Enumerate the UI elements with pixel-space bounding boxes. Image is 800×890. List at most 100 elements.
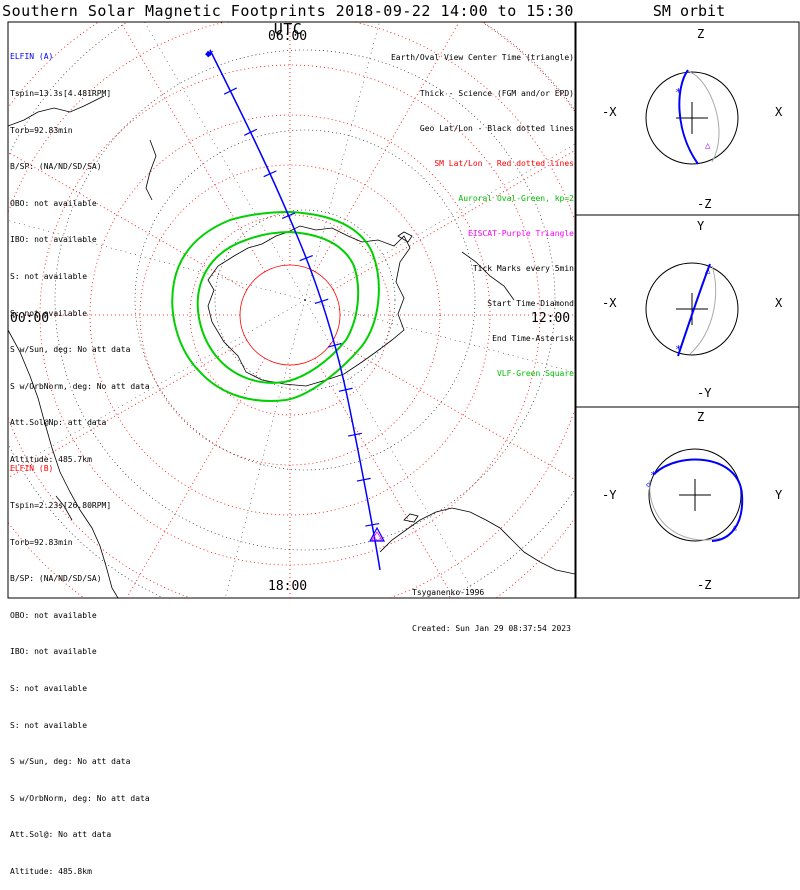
orbit-blue xyxy=(653,458,744,542)
credits: Tsyganenko-1996 Created: Sun Jan 29 08:3… xyxy=(412,563,571,647)
legend-item: End Time-Asterisk xyxy=(492,334,574,344)
spacecraft-a-info: ELFIN (A) Tspin=13.3s[4.481RPM] Torb=92.… xyxy=(10,27,150,478)
orbit-panel-xy: △ * Y -Y -X X xyxy=(602,219,783,400)
orbit-gray xyxy=(689,71,720,163)
spacecraft-a-line: Altitude: 485.7km xyxy=(10,454,92,464)
map-frame xyxy=(7,21,576,599)
legend-item: Geo Lat/Lon - Black dotted lines xyxy=(419,123,574,133)
earth-circle xyxy=(645,71,739,165)
legend-item: Thick - Science (FGM and/or EPD) xyxy=(419,88,574,98)
coastline-africa xyxy=(8,95,157,201)
legend-item: EISCAT-Purple Triangle xyxy=(468,228,574,238)
orbit-panel-yz: * ◇ △ Z -Z -Y Y xyxy=(602,410,783,592)
created-timestamp: Created: Sun Jan 29 08:37:54 2023 xyxy=(412,624,571,633)
end-asterisk-marker: * xyxy=(206,48,214,64)
tick-mark xyxy=(281,212,296,220)
legend-item: SM Lat/Lon - Red dotted lines xyxy=(434,158,574,168)
legend-item: Tick Marks every 5min xyxy=(472,263,574,273)
spacecraft-a-line: S: not available xyxy=(10,308,88,318)
axis-label-top: Z xyxy=(697,27,704,41)
mlt-label-top: 06:00 xyxy=(268,29,307,44)
tick-mark xyxy=(299,255,313,262)
model-label: Tsyganenko-1996 xyxy=(412,588,485,597)
spacecraft-a-line: Att.Sol@Np: att data xyxy=(10,418,107,428)
spacecraft-b-line: S w/OrbNorm, deg: No att data xyxy=(10,793,150,803)
spacecraft-b-name: ELFIN (B) xyxy=(10,464,54,474)
orbit-panel-xy-frame xyxy=(575,214,800,408)
footprint-line xyxy=(209,49,381,571)
tick-mark xyxy=(314,298,329,305)
orbit-triangle: △ xyxy=(732,523,737,532)
spacecraft-b-line: B/SP: (NA/ND/SD/SA) xyxy=(10,574,102,584)
axis-label-right: X xyxy=(775,105,783,119)
spacecraft-a-line: S w/OrbNorm, deg: No att data xyxy=(10,381,150,391)
start-diamond-marker: ◆ xyxy=(205,47,212,60)
orbit-panel-yz-frame xyxy=(575,406,800,599)
orbit-start-asterisk: * xyxy=(675,343,682,356)
sm-lat-ring xyxy=(239,264,341,366)
earth-circle xyxy=(645,262,739,356)
orbit-panel-xz: * △ Z -Z -X X xyxy=(602,27,783,211)
footprint-track-elfin-a: ◆ * xyxy=(205,47,386,571)
tick-mark xyxy=(338,387,353,392)
orbit-triangle: △ xyxy=(705,266,711,276)
view-center-triangle xyxy=(368,526,386,542)
spacecraft-a-line: S w/Sun, deg: No att data xyxy=(10,345,131,355)
mlt-label-right: 12:00 xyxy=(531,311,570,326)
tick-mark xyxy=(365,522,380,527)
auroral-oval-outer xyxy=(171,210,380,402)
spacecraft-a-line: Tspin=13.3s[4.481RPM] xyxy=(10,89,112,98)
orbit-gray xyxy=(689,265,717,355)
spacecraft-b-line: S w/Sun, deg: No att data xyxy=(10,757,131,767)
legend: Earth/Oval View Center Time (triangle) T… xyxy=(391,29,574,392)
spacecraft-a-name: ELFIN (A) xyxy=(10,52,54,62)
orbit-blue xyxy=(677,263,711,357)
geo-lat-ring xyxy=(214,209,396,391)
spacecraft-a-line: IBO: not available xyxy=(10,235,97,245)
mlt-label-left: 00:00 xyxy=(10,311,49,326)
geo-lat-ring xyxy=(134,129,476,471)
axis-label-top: Z xyxy=(697,410,704,424)
geo-lat-lon-grid xyxy=(8,22,575,598)
legend-item: Earth/Oval View Center Time (triangle) xyxy=(390,53,574,63)
spacecraft-b-line: Torb=92.83min xyxy=(10,537,73,547)
geo-meridian xyxy=(304,22,380,301)
auroral-oval-inner xyxy=(196,230,360,384)
spacecraft-b-info: ELFIN (B) Tspin=2.23s[26.80RPM] Torb=92.… xyxy=(10,439,150,890)
plot-canvas: ◆ * 06:00 00:00 12:00 18:00 * △ Z -Z -X … xyxy=(7,21,800,599)
orbit-panel-title: SM orbit xyxy=(652,2,726,20)
axis-label-left: -Y xyxy=(602,488,617,502)
orbit-gray xyxy=(649,479,721,541)
legend-item: VLF-Green Square xyxy=(496,369,574,379)
geo-meridian xyxy=(8,220,306,301)
tick-mark xyxy=(347,432,362,437)
spacecraft-b-line: IBO: not available xyxy=(10,647,97,657)
axis-label-left: -X xyxy=(602,105,617,119)
spacecraft-a-line: S: not available xyxy=(10,271,88,281)
spacecraft-b-line: Att.Sol@: No att data xyxy=(10,830,112,840)
tick-mark xyxy=(327,342,342,348)
auroral-oval xyxy=(171,210,380,402)
sm-lat-ring xyxy=(189,214,391,416)
tick-mark xyxy=(263,170,277,178)
orbit-triangle: △ xyxy=(705,141,711,151)
geo-meridian xyxy=(224,299,306,598)
mlt-label-bottom: 18:00 xyxy=(268,579,307,594)
tick-mark xyxy=(244,128,258,136)
coastline-new-zealand xyxy=(461,251,515,301)
orbit-blue xyxy=(678,69,699,165)
spacecraft-b-line: S: not available xyxy=(10,720,88,730)
geo-meridian xyxy=(8,299,306,472)
spacecraft-a-line: OBO: not available xyxy=(10,198,97,208)
spacecraft-b-line: S: not available xyxy=(10,683,88,693)
tick-marks xyxy=(223,87,380,527)
coastline-antarctica xyxy=(207,225,413,387)
legend-item: Auroral Oval-Green, kp=2 xyxy=(458,193,574,203)
axis-label-right: Y xyxy=(775,488,783,502)
coastline-south-america xyxy=(8,329,119,598)
orbit-diamond: ◇ xyxy=(646,480,651,489)
spacecraft-a-line: B/SP: (NA/ND/SD/SA) xyxy=(10,162,102,172)
orbit-start-asterisk: * xyxy=(650,469,657,482)
spacecraft-b-line: Tspin=2.23s[26.80RPM] xyxy=(10,501,112,510)
tick-mark xyxy=(356,477,371,482)
